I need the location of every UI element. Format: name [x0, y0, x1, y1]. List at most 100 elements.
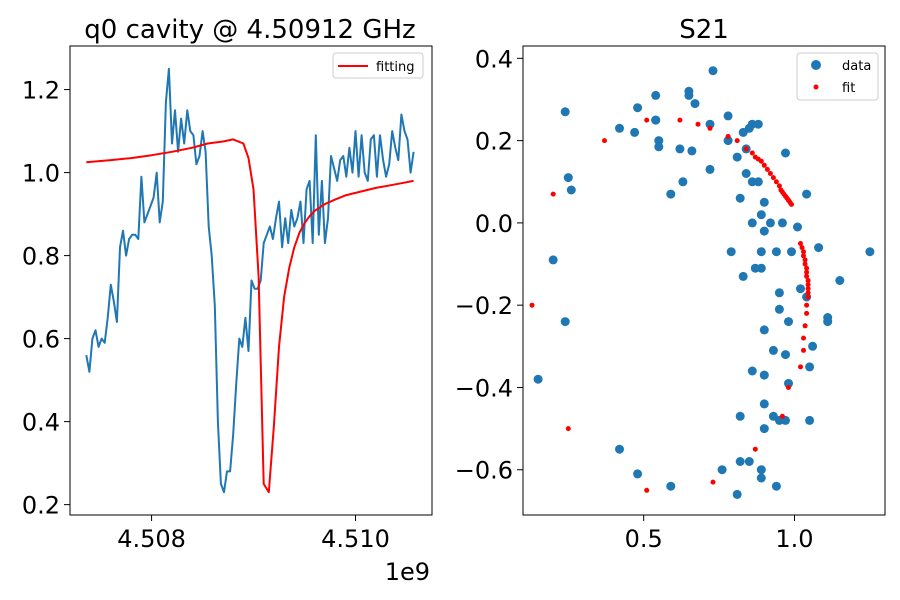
chart-left-x-offset-label: 1e9 [385, 558, 430, 586]
data-point [765, 218, 775, 228]
data-point [726, 247, 736, 257]
fit-point [802, 257, 808, 263]
chart-right-y-ticks: 0.4 0.2 0.0 −0.2 −0.4 −0.6 [455, 45, 523, 485]
fit-point [804, 273, 810, 279]
data-point [756, 247, 766, 257]
fit-point [767, 171, 773, 176]
data-point [630, 127, 640, 137]
data-point [753, 119, 763, 129]
fit-point [677, 117, 683, 123]
data-point [705, 164, 715, 174]
fit-point [786, 385, 791, 390]
data-point [666, 481, 676, 491]
data-point [784, 378, 793, 388]
data-point [793, 222, 802, 232]
chart-right-x-ticks: 0.5 1.0 [625, 515, 814, 553]
data-point [774, 304, 784, 314]
data-point [735, 457, 745, 466]
chart-right-x-tick-label: 1.0 [775, 525, 813, 553]
fit-point [644, 117, 650, 123]
chart-left-y-ticks: 0.2 0.4 0.6 0.8 1.0 1.2 [22, 77, 70, 520]
data-point [687, 146, 697, 156]
data-point [615, 123, 624, 133]
data-point [705, 119, 715, 129]
fit-point [773, 179, 779, 185]
chart-left: q0 cavity @ 4.50912 GHz 4.508 4.510 0.20.… [22, 15, 433, 586]
fit-point [602, 138, 607, 144]
fit-point [695, 121, 701, 127]
data-point [777, 218, 787, 228]
data-point [781, 350, 790, 360]
legend-fit-label: fit [842, 81, 855, 96]
data-point [560, 107, 570, 117]
data-point [735, 193, 745, 203]
legend-data-label: data [842, 59, 871, 74]
data-point [744, 457, 754, 466]
measured-data-line [85, 67, 415, 494]
fit-point [801, 347, 806, 353]
fit-point [805, 286, 811, 292]
fit-point [805, 294, 811, 300]
data-point [708, 66, 718, 76]
data-point [560, 317, 570, 327]
chart-left-y-tick-label: 0.6 [22, 326, 60, 354]
data-point [771, 247, 781, 257]
data-point [690, 99, 700, 109]
data-point [633, 103, 643, 113]
fit-point [804, 302, 810, 308]
fit-point [802, 261, 808, 267]
chart-right-frame [522, 45, 886, 516]
fit-point [752, 446, 758, 452]
chart-right-y-tick-label: −0.2 [455, 292, 513, 320]
fit-point [804, 269, 810, 275]
fitting-line [86, 138, 414, 494]
chart-left-x-tick-label: 4.508 [117, 525, 186, 553]
data-point [759, 226, 769, 236]
data-point [684, 90, 694, 100]
data-point [756, 263, 766, 273]
fit-point [761, 162, 767, 168]
fit-point [801, 253, 806, 259]
fit-point [550, 191, 556, 197]
fit-point [789, 201, 794, 207]
data-point [796, 284, 805, 294]
fit-point [802, 323, 808, 329]
data-point [678, 177, 688, 187]
data-point [814, 243, 824, 253]
data-point [566, 185, 576, 195]
data-point [747, 218, 757, 228]
data-point [823, 317, 833, 327]
fit-point [725, 134, 731, 139]
fit-point [805, 290, 811, 296]
fit-point [779, 413, 785, 419]
data-point [802, 189, 812, 199]
fit-point [749, 150, 755, 156]
data-point [651, 90, 661, 100]
data-point [717, 465, 727, 475]
data-point [654, 142, 664, 152]
data-point [774, 288, 784, 298]
fit-point [743, 146, 749, 152]
data-point [781, 148, 790, 158]
data-point [759, 197, 769, 207]
data-point [784, 317, 793, 327]
fit-point [565, 426, 571, 432]
data-point [756, 473, 766, 483]
data-point [723, 111, 733, 121]
fit-point [801, 335, 806, 341]
data-point [805, 362, 815, 372]
fit-point [529, 302, 535, 308]
fit-point [758, 158, 764, 164]
chart-left-y-tick-label: 1.0 [22, 160, 60, 188]
fit-point [799, 245, 805, 251]
chart-right: S21 0.5 1.0 0.4 0.2 0.0 −0.2 −0.4 −0.6 data fi… [455, 15, 886, 553]
chart-right-y-tick-label: 0.0 [475, 210, 513, 238]
data-point [865, 247, 875, 257]
fit-point [707, 125, 713, 131]
chart-left-legend: fitting [332, 52, 424, 79]
data-point [563, 173, 573, 183]
chart-left-y-tick-label: 1.2 [22, 77, 60, 105]
data-point [633, 469, 643, 479]
chart-left-y-tick-label: 0.4 [22, 409, 60, 437]
